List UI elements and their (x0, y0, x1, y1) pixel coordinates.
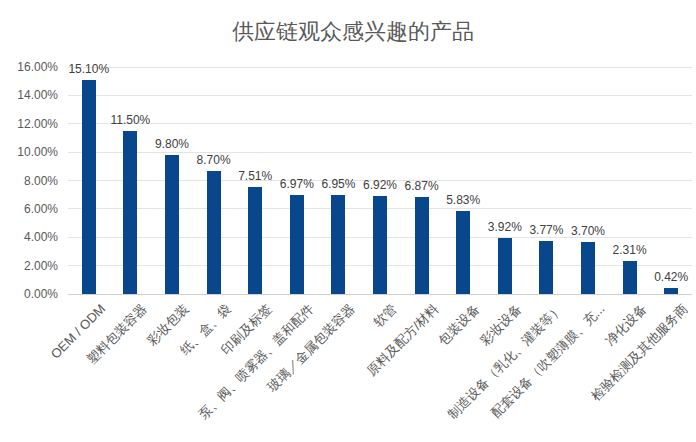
bar (456, 211, 470, 294)
bar (165, 155, 179, 294)
bar-value-label: 11.50% (98, 114, 162, 127)
bar (207, 171, 221, 294)
y-axis-tick-label: 12.00% (0, 118, 58, 130)
bar-value-label: 6.87% (390, 180, 454, 193)
bar (82, 80, 96, 294)
y-axis-tick-label: 4.00% (0, 231, 58, 243)
chart-title: 供应链观众感兴趣的产品 (5, 17, 696, 47)
bar (373, 196, 387, 294)
bar-value-label: 15.10% (57, 63, 121, 76)
bar (123, 131, 137, 294)
y-axis-tick-label: 6.00% (0, 203, 58, 215)
bar-value-label: 8.70% (182, 154, 246, 167)
bar (623, 261, 637, 294)
bar (498, 238, 512, 294)
bar (415, 197, 429, 294)
bar (331, 195, 345, 294)
x-axis-category-label: 原料及配方/材料 (364, 301, 442, 379)
bar (248, 187, 262, 294)
y-axis-tick-label: 14.00% (0, 89, 58, 101)
bar-value-label: 2.31% (598, 244, 662, 257)
bar-value-label: 0.42% (639, 271, 696, 284)
y-gridline (68, 67, 692, 68)
bar-chart: 供应链观众感兴趣的产品 0.00% 2.00% 4.00% 6.00% 8.00% 10.… (0, 0, 696, 442)
x-axis-category-label: 软管 (371, 301, 400, 330)
y-axis-tick-label: 10.00% (0, 146, 58, 158)
y-gridline (68, 152, 692, 153)
y-axis-tick-label: 2.00% (0, 260, 58, 272)
y-gridline (68, 95, 692, 96)
bar (664, 288, 678, 294)
bar-value-label: 3.70% (556, 225, 620, 238)
x-axis-category-label: 包装设备 (435, 301, 482, 348)
bar (290, 195, 304, 294)
y-axis-tick-label: 0.00% (0, 288, 58, 300)
y-axis-tick-label: 16.00% (0, 61, 58, 73)
bar-value-label: 5.83% (431, 194, 495, 207)
bar (539, 241, 553, 294)
bar-value-label: 9.80% (140, 138, 204, 151)
bar (581, 242, 595, 294)
y-axis-tick-label: 8.00% (0, 175, 58, 187)
